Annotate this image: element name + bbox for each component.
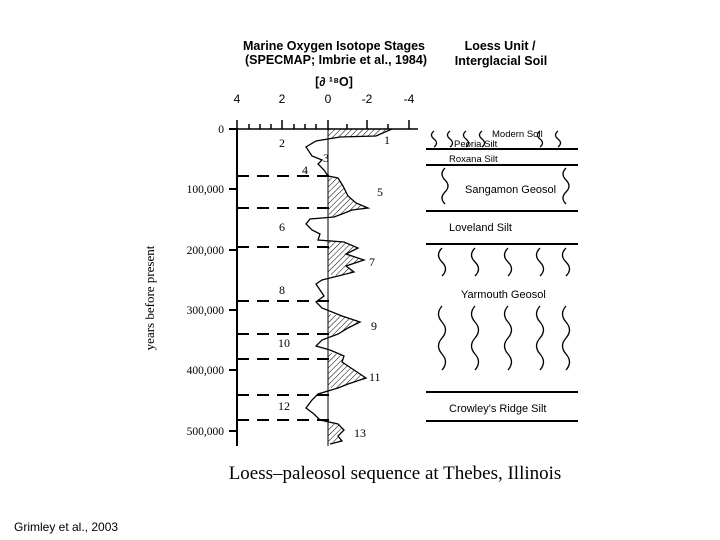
isotope-tick-label: -2 (362, 92, 373, 106)
stage-label: 1 (384, 133, 390, 147)
figure-caption: Loess–paleosol sequence at Thebes, Illin… (228, 463, 562, 484)
stage-label: 8 (279, 283, 285, 297)
isotope-top-axis (230, 120, 418, 130)
stage-label: 12 (278, 399, 290, 413)
age-label: 400,000 (187, 365, 225, 377)
isotope-header-line1: Marine Oxygen Isotope Stages (243, 39, 425, 53)
age-label: 500,000 (187, 426, 225, 438)
peoria-silt-label: Peoria Silt (454, 139, 498, 150)
stage-label: 9 (371, 319, 377, 333)
isotope-tick-label: -4 (404, 92, 415, 106)
roxana-silt-label: Roxana Silt (449, 154, 498, 165)
sangamon-geosol-label: Sangamon Geosol (465, 184, 556, 196)
loess-contacts (426, 148, 578, 422)
loess-header-line1: Loess Unit / (465, 39, 536, 53)
stage-boundaries (237, 175, 335, 421)
isotope-curve (305, 128, 393, 445)
interglacial-fills (328, 129, 392, 443)
stage-label: 7 (369, 255, 375, 269)
age-label: 100,000 (187, 184, 225, 196)
y-axis-label: years before present (142, 245, 157, 350)
isotope-tick-labels: 4 2 0 -2 -4 (234, 92, 415, 106)
stage-label: 5 (377, 185, 383, 199)
sangamon-soil-symbols (441, 167, 570, 205)
age-label: 200,000 (187, 245, 225, 257)
stage-label: 10 (278, 336, 290, 350)
stage-label: 11 (369, 370, 381, 384)
loveland-silt-label: Loveland Silt (449, 222, 512, 234)
isotope-tick-label: 4 (234, 92, 241, 106)
age-labels: 0 100,000 200,000 300,000 400,000 500,00… (187, 124, 225, 438)
stage-label: 4 (302, 163, 308, 177)
isotope-axis-label: [∂ ¹⁸O] (315, 75, 353, 89)
isotope-tick-label: 0 (325, 92, 332, 106)
figure-credit: Grimley et al., 2003 (14, 520, 119, 534)
modern-soil-label: Modern Soil (492, 129, 543, 140)
age-label: 0 (218, 124, 224, 136)
age-axis (229, 128, 238, 446)
stage-label: 6 (279, 220, 285, 234)
stratigraphy-labels: Modern Soil Peoria Silt Roxana Silt Sang… (449, 129, 556, 415)
stage-label: 13 (354, 426, 366, 440)
stage-label: 2 (279, 136, 285, 150)
loess-header-line2: Interglacial Soil (455, 54, 547, 68)
stage-label: 3 (323, 151, 329, 165)
crowleys-ridge-silt-label: Crowley's Ridge Silt (449, 403, 546, 415)
modern-soil-symbols (430, 130, 562, 148)
stage-labels: 1 2 3 4 5 6 7 8 9 10 11 12 13 (278, 133, 390, 440)
age-label: 300,000 (187, 305, 225, 317)
yarmouth-geosol-label: Yarmouth Geosol (461, 289, 546, 301)
isotope-tick-label: 2 (279, 92, 286, 106)
yarmouth-soil-symbols (437, 247, 571, 371)
isotope-header-line2: (SPECMAP; Imbrie et al., 1984) (245, 53, 427, 67)
